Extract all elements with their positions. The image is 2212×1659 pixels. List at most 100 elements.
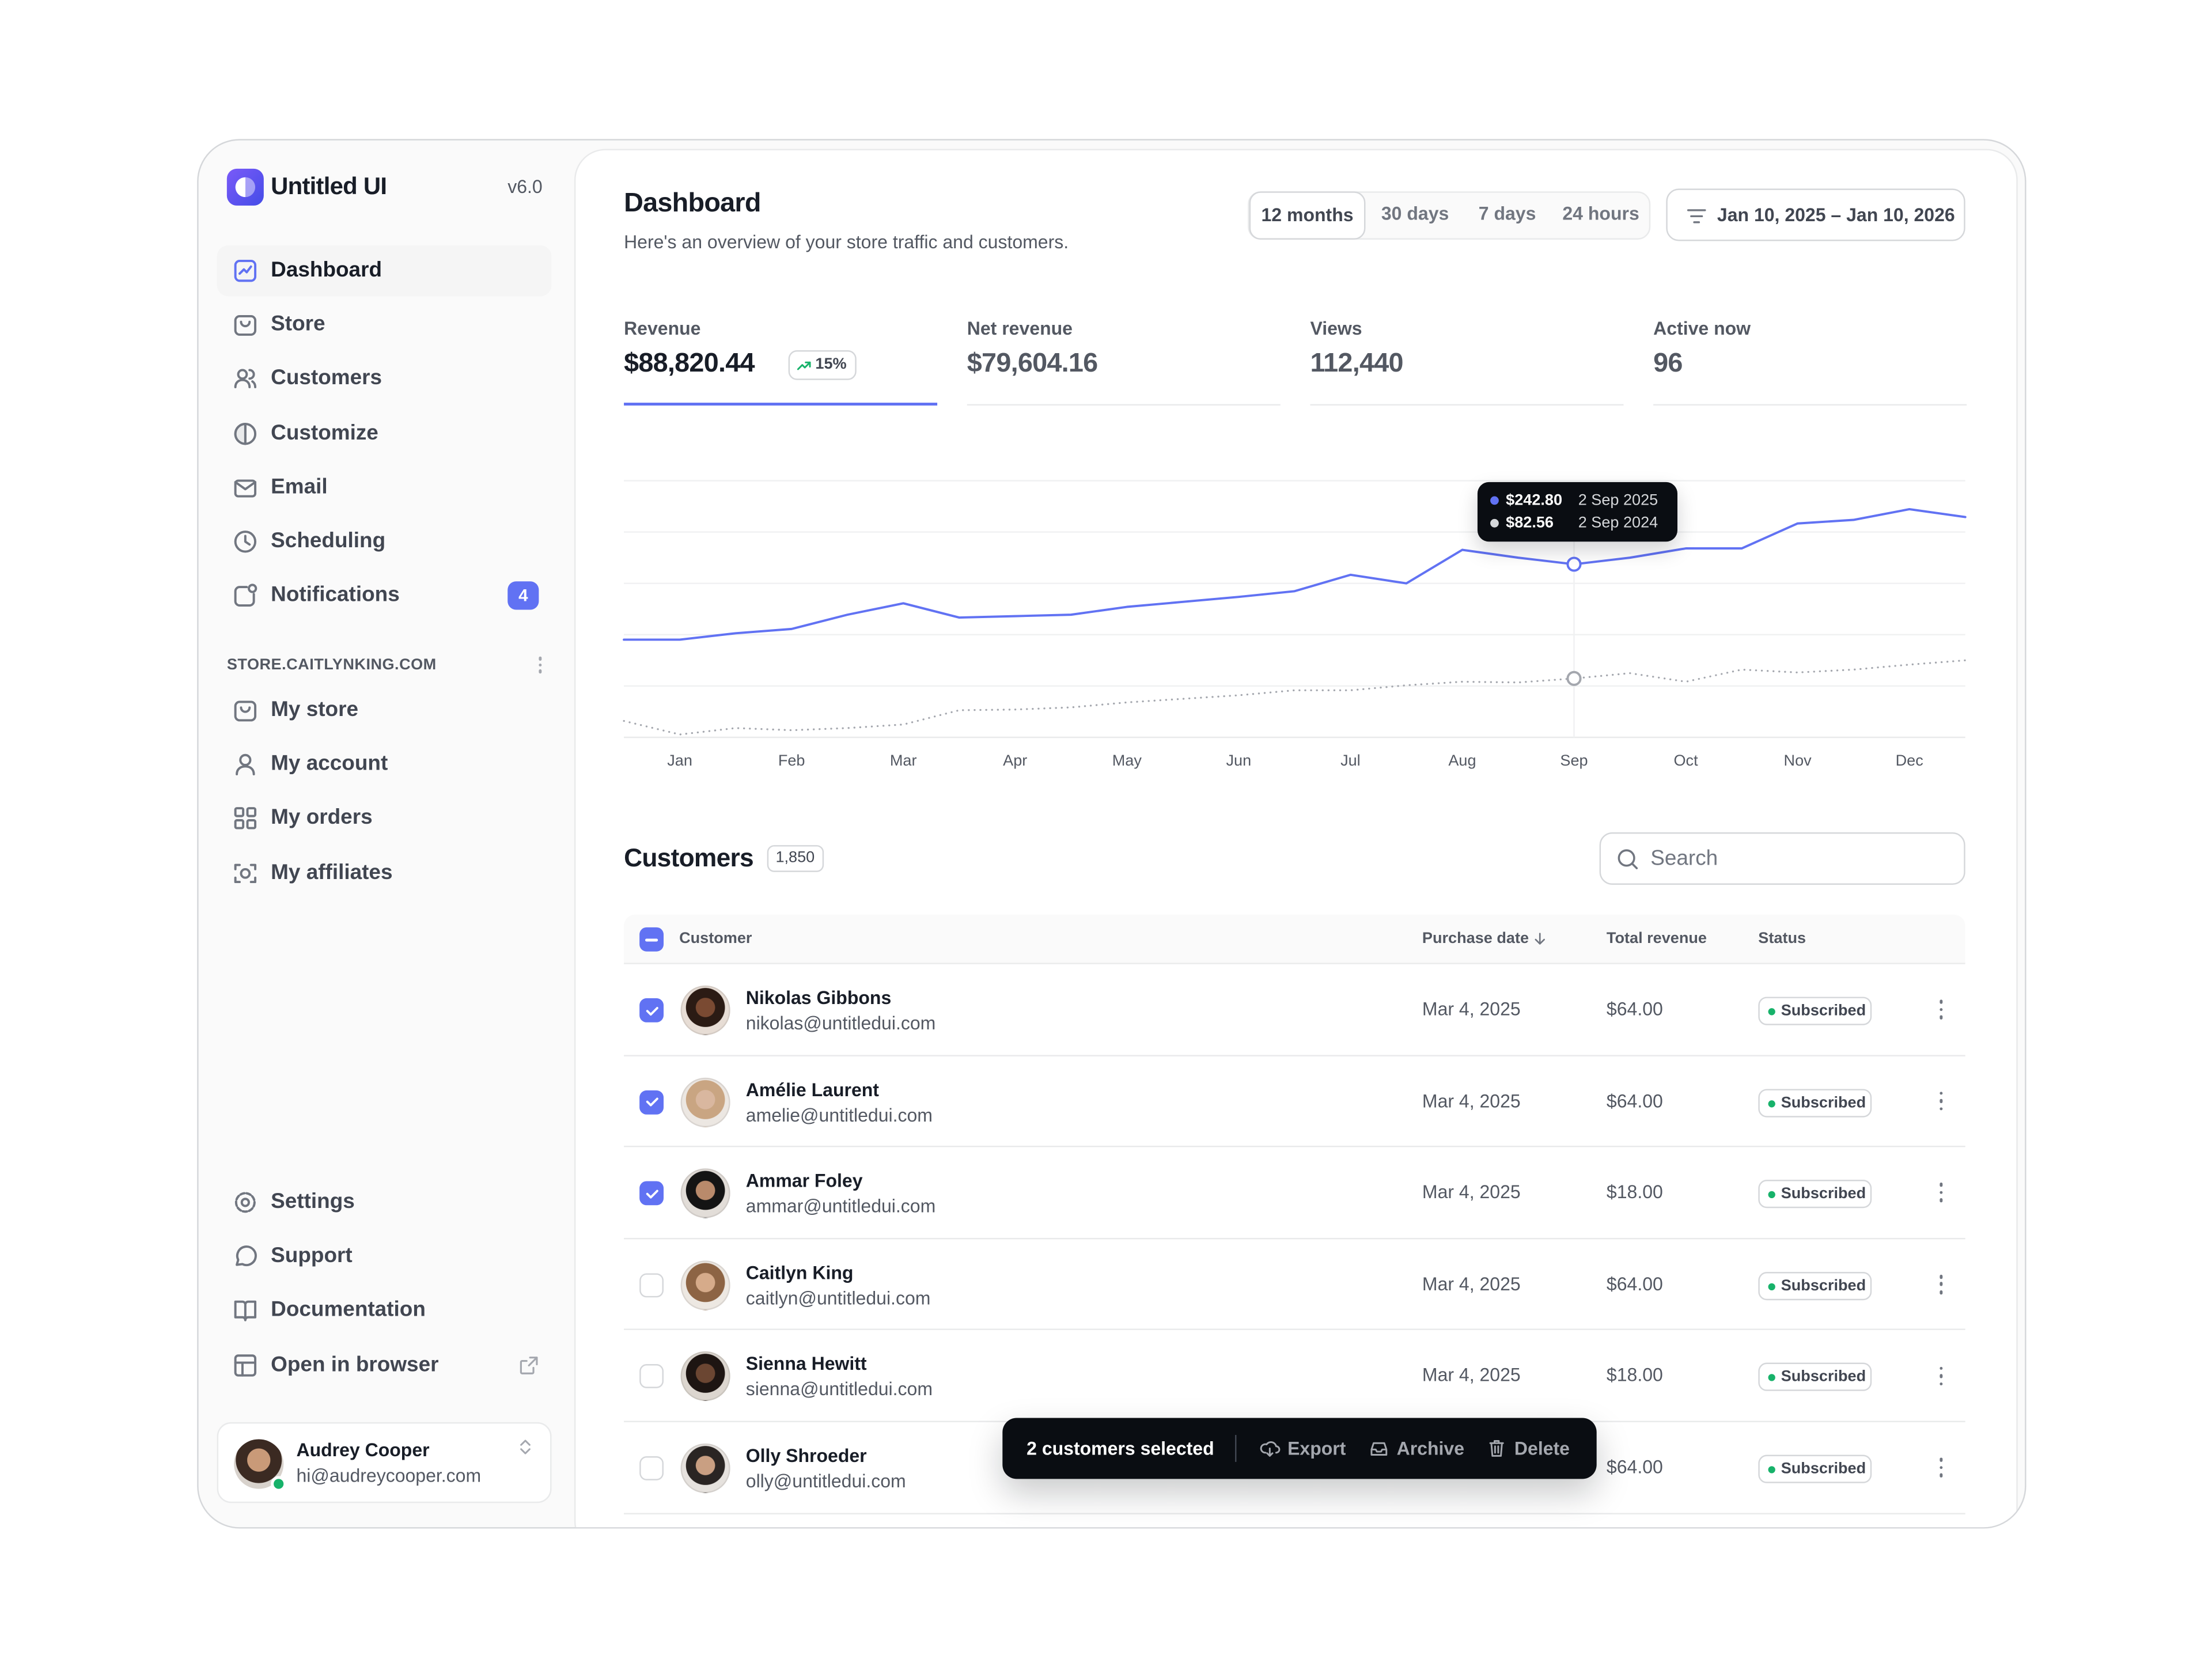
nav-label: Support bbox=[271, 1244, 353, 1268]
nav-item[interactable]: Support bbox=[217, 1231, 552, 1282]
icon bbox=[645, 1006, 658, 1015]
range-tab[interactable]: 30 days bbox=[1365, 191, 1464, 240]
tooltip-dot bbox=[1490, 518, 1499, 528]
nav-item[interactable]: Customize bbox=[217, 408, 552, 459]
metric-label: Revenue bbox=[624, 317, 701, 339]
row-menu[interactable] bbox=[1934, 998, 1949, 1022]
metric[interactable]: Revenue $88,820.44 15% bbox=[624, 315, 938, 406]
nav-item[interactable]: Notifications 4 bbox=[217, 570, 552, 622]
status-badge: Subscribed bbox=[1758, 1363, 1872, 1392]
row-menu[interactable] bbox=[1934, 1181, 1949, 1206]
status-dot bbox=[1768, 1283, 1775, 1290]
nav-item[interactable]: Dashboard bbox=[217, 245, 552, 297]
nav-label: Email bbox=[271, 475, 328, 499]
range-tab[interactable]: 12 months bbox=[1249, 191, 1366, 240]
icon bbox=[1618, 849, 1638, 869]
nav-label: Store bbox=[271, 312, 325, 336]
metric[interactable]: Net revenue $79,604.16 bbox=[967, 315, 1281, 406]
nav-label: Open in browser bbox=[271, 1352, 439, 1377]
nav-item[interactable]: Scheduling bbox=[217, 516, 552, 567]
customer-email: olly@untitledui.com bbox=[745, 1470, 906, 1492]
divider bbox=[1235, 1435, 1237, 1462]
logo-mark bbox=[226, 168, 264, 206]
customer-name: Sienna Hewitt bbox=[745, 1353, 867, 1375]
nav-item[interactable]: Documentation bbox=[217, 1285, 552, 1336]
range-label: 7 days bbox=[1478, 203, 1536, 224]
column-header[interactable]: Purchase date bbox=[1422, 930, 1529, 948]
customer-email: sienna@untitledui.com bbox=[745, 1378, 933, 1400]
row-menu[interactable] bbox=[1934, 1365, 1949, 1389]
status-badge: Subscribed bbox=[1758, 1180, 1872, 1209]
nav-item[interactable]: Open in browser bbox=[217, 1339, 552, 1391]
range-label: 12 months bbox=[1261, 204, 1354, 226]
nav-label: My orders bbox=[271, 806, 373, 830]
icon bbox=[1535, 933, 1545, 945]
range-tab[interactable]: 24 hours bbox=[1550, 191, 1652, 240]
status-label: Subscribed bbox=[1781, 1094, 1866, 1111]
metric-label: Net revenue bbox=[967, 317, 1073, 339]
user-email: hi@audreycooper.com bbox=[296, 1464, 482, 1486]
icon bbox=[234, 808, 257, 830]
metric-label: Active now bbox=[1653, 317, 1751, 339]
action-button[interactable]: Export bbox=[1259, 1426, 1367, 1470]
nav-item[interactable]: My orders bbox=[217, 793, 552, 844]
row-menu[interactable] bbox=[1934, 1273, 1949, 1297]
metric[interactable]: Active now 96 bbox=[1653, 315, 1967, 406]
dot bbox=[538, 662, 542, 666]
row-checkbox[interactable] bbox=[639, 1364, 664, 1389]
status-dot bbox=[1768, 1374, 1775, 1382]
dot bbox=[1939, 1183, 1943, 1187]
range-label: 24 hours bbox=[1562, 203, 1639, 224]
nav-item[interactable]: Settings bbox=[217, 1177, 552, 1228]
icon bbox=[1489, 1440, 1504, 1457]
range-tab[interactable]: 7 days bbox=[1465, 191, 1550, 240]
row-menu[interactable] bbox=[1934, 1456, 1949, 1480]
action-label: Delete bbox=[1514, 1438, 1570, 1459]
action-label: Export bbox=[1287, 1438, 1346, 1459]
avatar bbox=[680, 1443, 730, 1493]
customer-name: Caitlyn King bbox=[745, 1262, 854, 1283]
customer-email: nikolas@untitledui.com bbox=[745, 1012, 936, 1034]
metric[interactable]: Views 112,440 bbox=[1310, 315, 1624, 406]
nav-item[interactable]: My account bbox=[217, 739, 552, 790]
metric-value: $79,604.16 bbox=[967, 349, 1098, 379]
search-input[interactable]: Search bbox=[1599, 832, 1965, 885]
row-checkbox[interactable] bbox=[639, 998, 664, 1022]
dot bbox=[1939, 1091, 1943, 1096]
section-menu[interactable] bbox=[533, 655, 548, 675]
total-revenue: $64.00 bbox=[1606, 1456, 1663, 1478]
row-checkbox[interactable] bbox=[639, 1089, 664, 1114]
tooltip-date: 2 Sep 2025 bbox=[1578, 492, 1658, 509]
icon bbox=[234, 531, 257, 553]
nav-label: Dashboard bbox=[271, 258, 382, 282]
nav-item[interactable]: My affiliates bbox=[217, 847, 552, 899]
row-checkbox[interactable] bbox=[639, 1272, 664, 1297]
change-value: 15% bbox=[815, 355, 847, 373]
table-header: Customer Purchase date Total revenue Status bbox=[624, 914, 1965, 964]
nav-label: Customize bbox=[271, 421, 378, 445]
row-checkbox[interactable] bbox=[639, 1181, 664, 1206]
nav-item[interactable]: Customers bbox=[217, 354, 552, 405]
avatar bbox=[680, 1168, 730, 1218]
purchase-date: Mar 4, 2025 bbox=[1422, 998, 1521, 1020]
nav-item[interactable]: Store bbox=[217, 300, 552, 351]
icon bbox=[234, 369, 257, 389]
status-dot bbox=[1768, 1100, 1775, 1107]
select-all-checkbox[interactable] bbox=[639, 927, 664, 952]
action-button[interactable]: Delete bbox=[1486, 1426, 1594, 1470]
dot bbox=[1939, 1374, 1943, 1378]
range-tabs: 12 months 30 days 7 days 24 hours bbox=[1248, 191, 1652, 240]
row-menu[interactable] bbox=[1934, 1090, 1949, 1114]
user-card[interactable]: Audrey Cooper hi@audreycooper.com bbox=[217, 1422, 552, 1503]
row-checkbox[interactable] bbox=[639, 1456, 664, 1480]
nav-item[interactable]: My store bbox=[217, 685, 552, 736]
icon bbox=[234, 863, 257, 883]
table-row: Nikolas Gibbons nikolas@untitledui.com Mar… bbox=[624, 964, 1965, 1056]
action-button[interactable]: Archive bbox=[1368, 1426, 1476, 1470]
date-range-button[interactable]: Jan 10, 2025 – Jan 10, 2026 bbox=[1666, 188, 1965, 241]
nav-item[interactable]: Email bbox=[217, 462, 552, 513]
avatar bbox=[234, 1439, 287, 1492]
customer-name: Ammar Foley bbox=[745, 1170, 863, 1192]
purchase-date: Mar 4, 2025 bbox=[1422, 1272, 1521, 1294]
